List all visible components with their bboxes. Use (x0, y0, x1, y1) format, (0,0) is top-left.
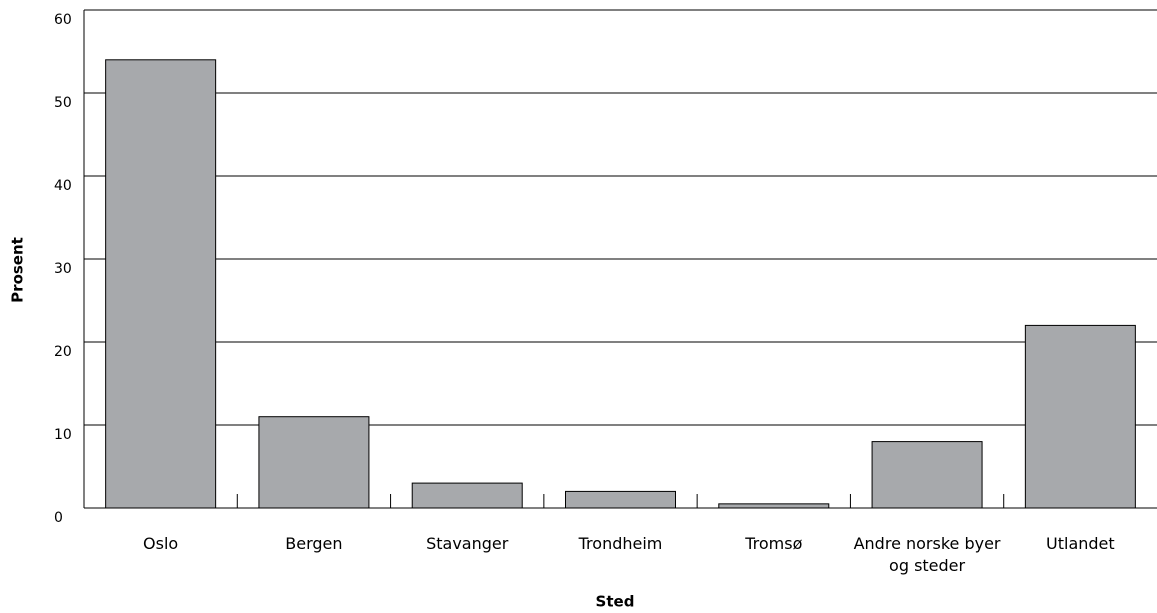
bar (105, 59, 217, 509)
y-tick-label: 60 (54, 12, 72, 28)
bar (1024, 324, 1136, 509)
x-tick-label: Andre norske byer og steder (853, 534, 1001, 575)
y-tick-label: 20 (54, 344, 72, 360)
bar (871, 441, 983, 509)
y-tick-label: 30 (54, 261, 72, 277)
bar (718, 503, 830, 509)
x-tick-label: Stavanger (426, 534, 509, 553)
x-axis-label: Sted (596, 593, 635, 611)
x-tick-label: Trondheim (578, 534, 663, 553)
x-tick-label: Tromsø (745, 534, 803, 553)
bar (411, 482, 523, 509)
bar (258, 416, 370, 509)
x-tick-label: Bergen (285, 534, 343, 553)
x-tick-label: Utlandet (1046, 534, 1115, 553)
y-tick-label: 40 (54, 178, 72, 194)
x-tick-label: Oslo (143, 534, 179, 553)
bar (565, 490, 676, 509)
y-tick-label: 50 (54, 95, 72, 111)
y-tick-label: 10 (54, 427, 72, 443)
y-axis-label: Prosent (9, 237, 27, 303)
y-tick-label: 0 (54, 510, 63, 526)
